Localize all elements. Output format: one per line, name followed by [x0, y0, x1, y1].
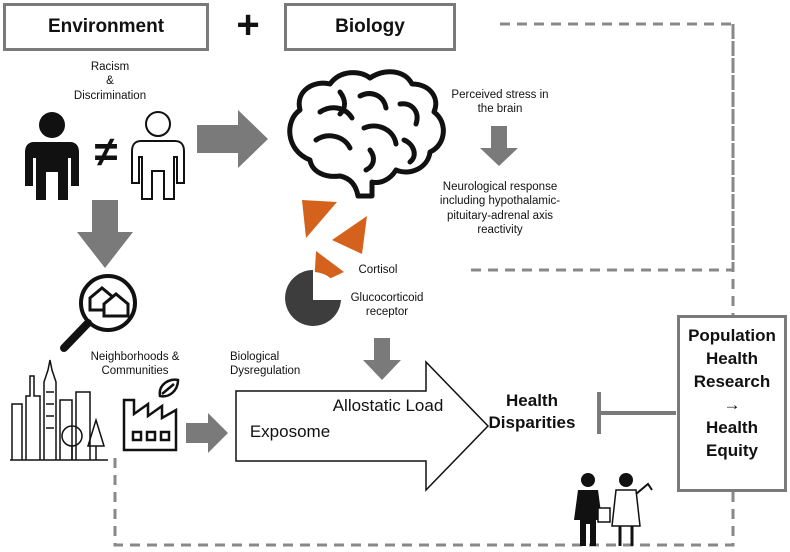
glucocorticoid-receptor-label: Glucocorticoid receptor: [350, 292, 424, 319]
population-health-research-box: Population Health Research → Health Equi…: [677, 315, 787, 492]
research-line-3: Research: [693, 371, 771, 391]
person-black-icon: [25, 112, 79, 200]
neurological-response-label: Neurological response including hypothal…: [439, 181, 561, 237]
city-skyline-icon: [10, 359, 108, 461]
arrow-factory-to-exposome: [186, 413, 228, 453]
biology-box: Biology: [284, 3, 456, 51]
arrow-receptor-to-allostatic: [363, 338, 401, 380]
health-disparities-label: Health Disparities: [488, 391, 576, 433]
plus-symbol: +: [236, 3, 260, 47]
research-line-5: Equity: [706, 440, 758, 460]
neighborhoods-label: Neighborhoods & Communities: [90, 351, 180, 378]
arrow-people-to-neighborhood: [77, 200, 133, 268]
environment-box: Environment: [3, 3, 209, 51]
arrow-stress-to-response: [480, 126, 518, 166]
not-equal-symbol: ≠: [94, 128, 118, 175]
researchers-icon: [574, 473, 653, 546]
brain-icon: [287, 69, 446, 199]
biology-label: Biology: [335, 16, 405, 37]
racism-label: Racism & Discrimination: [73, 61, 147, 102]
exposome-label: Exposome: [249, 422, 331, 441]
allostatic-load-label: Allostatic Load: [332, 396, 444, 415]
factory-icon: [122, 378, 180, 452]
person-outline-icon: [131, 111, 185, 200]
magnifier-houses-icon: [60, 274, 137, 352]
perceived-stress-label: Perceived stress in the brain: [451, 89, 549, 116]
glucocorticoid-receptor-shape: [285, 270, 341, 326]
research-arrow: →: [723, 394, 741, 414]
dashed-feedback-line: [113, 22, 735, 547]
cortisol-label: Cortisol: [358, 264, 398, 276]
biological-dysregulation-label: Biological Dysregulation: [230, 351, 301, 378]
arrow-people-to-brain: [197, 110, 268, 168]
environment-label: Environment: [47, 16, 165, 37]
big-allostatic-arrow: [235, 360, 490, 492]
research-line-4: Health: [706, 417, 758, 437]
research-line-2: Health: [706, 348, 758, 368]
inhibition-line: [597, 392, 676, 434]
research-line-1: Population: [688, 326, 776, 345]
